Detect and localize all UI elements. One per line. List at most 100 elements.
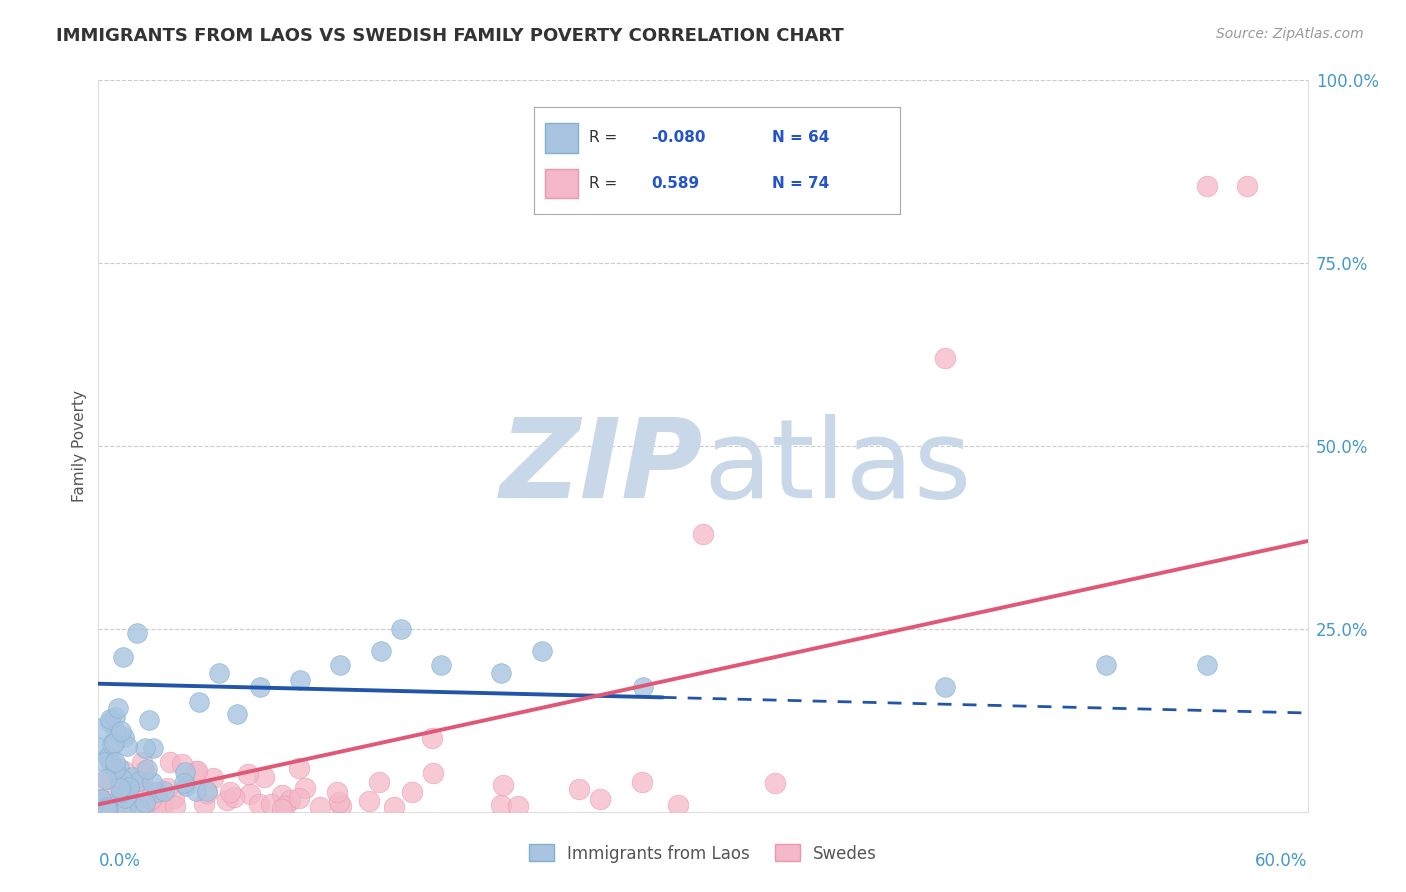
Point bbox=[508, 799, 530, 814]
Point bbox=[294, 781, 316, 796]
Point bbox=[1195, 658, 1218, 673]
Point bbox=[114, 803, 136, 817]
Point bbox=[111, 772, 134, 786]
Point bbox=[163, 791, 186, 805]
Point bbox=[328, 795, 350, 809]
Point bbox=[184, 784, 207, 798]
Point bbox=[530, 644, 553, 658]
Point bbox=[202, 771, 225, 785]
Legend: Immigrants from Laos, Swedes: Immigrants from Laos, Swedes bbox=[522, 838, 884, 869]
Point bbox=[103, 736, 125, 750]
Point bbox=[1095, 658, 1118, 673]
Point bbox=[247, 797, 270, 812]
Point bbox=[489, 797, 512, 812]
Point bbox=[93, 756, 115, 770]
Text: N = 64: N = 64 bbox=[772, 130, 830, 145]
Point bbox=[1236, 179, 1258, 194]
Point bbox=[136, 763, 159, 777]
Point bbox=[100, 757, 122, 772]
Point bbox=[156, 780, 179, 795]
Point bbox=[329, 799, 352, 814]
Point bbox=[135, 786, 157, 800]
Point bbox=[104, 710, 127, 724]
Point bbox=[208, 665, 231, 680]
Text: IMMIGRANTS FROM LAOS VS SWEDISH FAMILY POVERTY CORRELATION CHART: IMMIGRANTS FROM LAOS VS SWEDISH FAMILY P… bbox=[56, 27, 844, 45]
Point bbox=[90, 792, 112, 806]
Point bbox=[89, 777, 111, 791]
Text: 0.589: 0.589 bbox=[651, 176, 699, 191]
Point bbox=[100, 772, 122, 786]
Point bbox=[631, 774, 654, 789]
Point bbox=[934, 351, 956, 366]
Point bbox=[131, 774, 153, 789]
Point bbox=[110, 723, 132, 738]
Point bbox=[389, 622, 412, 636]
Point bbox=[631, 681, 654, 695]
Point bbox=[692, 526, 714, 541]
Point bbox=[149, 798, 172, 813]
Point bbox=[165, 799, 187, 814]
Point bbox=[274, 798, 297, 813]
Point bbox=[141, 775, 163, 789]
Point bbox=[108, 761, 131, 775]
Point bbox=[121, 780, 143, 795]
FancyBboxPatch shape bbox=[546, 123, 578, 153]
Point bbox=[94, 772, 117, 786]
Point bbox=[492, 778, 515, 792]
Point bbox=[174, 765, 197, 780]
Point bbox=[278, 793, 301, 807]
Point bbox=[98, 802, 121, 816]
Point bbox=[112, 764, 135, 779]
Point bbox=[382, 800, 405, 814]
Point bbox=[104, 762, 127, 776]
Point bbox=[89, 795, 111, 809]
Point bbox=[567, 781, 589, 796]
Point bbox=[215, 793, 238, 807]
Point bbox=[188, 695, 211, 709]
Point bbox=[117, 739, 139, 753]
Point bbox=[100, 794, 122, 808]
Point bbox=[308, 799, 330, 814]
Point bbox=[260, 797, 283, 811]
Point bbox=[121, 770, 143, 784]
Point bbox=[128, 800, 150, 814]
Point bbox=[98, 713, 121, 727]
Point bbox=[370, 644, 392, 658]
Point bbox=[146, 784, 169, 798]
Point bbox=[249, 681, 271, 695]
Point bbox=[104, 803, 127, 817]
Text: R =: R = bbox=[589, 130, 617, 145]
Y-axis label: Family Poverty: Family Poverty bbox=[72, 390, 87, 502]
Point bbox=[111, 649, 134, 664]
Text: 60.0%: 60.0% bbox=[1256, 852, 1308, 870]
Text: 0.0%: 0.0% bbox=[98, 852, 141, 870]
Point bbox=[193, 797, 215, 812]
Point bbox=[491, 665, 513, 680]
Point bbox=[218, 785, 240, 799]
Point bbox=[174, 780, 197, 794]
Point bbox=[97, 797, 120, 812]
Point bbox=[367, 775, 389, 789]
Point bbox=[236, 767, 259, 781]
Point bbox=[173, 776, 195, 790]
FancyBboxPatch shape bbox=[546, 169, 578, 198]
Point bbox=[138, 713, 160, 727]
Point bbox=[357, 794, 380, 808]
Point bbox=[118, 780, 141, 794]
Point bbox=[112, 783, 135, 797]
Point bbox=[153, 784, 176, 798]
Point bbox=[127, 626, 149, 640]
Text: atlas: atlas bbox=[703, 415, 972, 522]
Point bbox=[98, 714, 121, 729]
Point bbox=[98, 751, 121, 765]
Point bbox=[132, 765, 155, 780]
Point bbox=[97, 750, 120, 764]
Point bbox=[271, 788, 294, 802]
Point bbox=[115, 800, 138, 814]
Point bbox=[145, 784, 167, 798]
Point bbox=[132, 764, 155, 778]
Point bbox=[329, 658, 352, 673]
Point bbox=[225, 706, 247, 721]
Point bbox=[401, 785, 423, 799]
Point bbox=[90, 721, 112, 735]
